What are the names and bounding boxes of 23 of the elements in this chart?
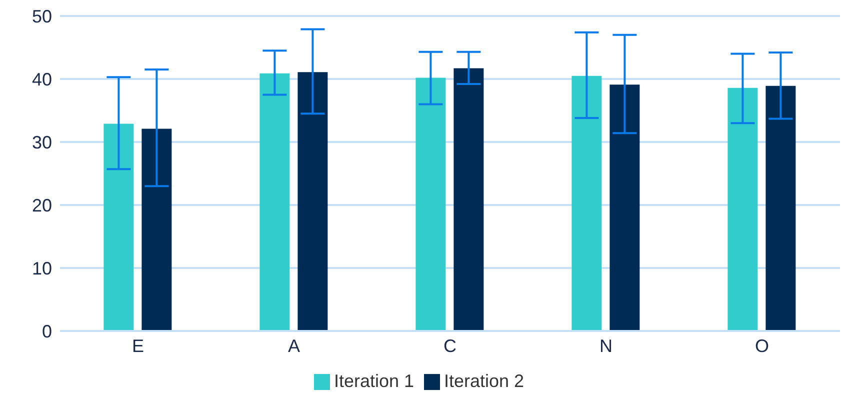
x-tick-label: A bbox=[288, 336, 300, 356]
bar bbox=[104, 124, 134, 331]
x-tick-label: O bbox=[754, 336, 770, 356]
x-tick-label: N bbox=[600, 336, 612, 356]
bar bbox=[728, 88, 758, 331]
bar bbox=[766, 86, 796, 331]
bar bbox=[454, 68, 484, 331]
y-tick-label: 30 bbox=[32, 132, 52, 152]
bar bbox=[610, 84, 640, 331]
y-tick-label: 50 bbox=[32, 6, 52, 26]
legend-label: Iteration 1 bbox=[334, 371, 414, 391]
bar bbox=[260, 73, 290, 331]
x-tick-label: C bbox=[444, 336, 456, 356]
y-tick-label: 40 bbox=[32, 69, 52, 90]
y-tick-label: 10 bbox=[32, 258, 52, 278]
bar bbox=[416, 78, 446, 331]
y-tick-label: 20 bbox=[32, 195, 52, 216]
y-tick-label: 0 bbox=[42, 321, 52, 342]
legend-label: Iteration 2 bbox=[444, 371, 524, 391]
x-tick-label: E bbox=[132, 336, 144, 356]
bar bbox=[572, 76, 602, 331]
bar bbox=[142, 128, 172, 331]
bar bbox=[298, 72, 328, 331]
